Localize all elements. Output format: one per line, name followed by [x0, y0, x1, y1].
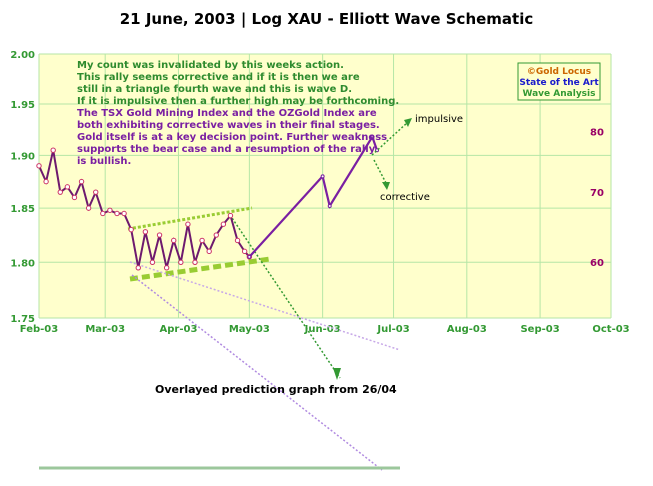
x-axis-ticks: Feb-03 Mar-03 Apr-03 May-03 Jun-03 Jul-03 Aug-… — [20, 324, 630, 335]
data-point — [241, 248, 248, 255]
x-tick-label: Jul-03 — [376, 324, 409, 335]
data-point — [85, 205, 92, 211]
data-point — [234, 237, 241, 244]
data-point — [36, 163, 42, 169]
logo-line-1: ©Gold Locus — [527, 67, 591, 77]
right-tick-label: 70 — [590, 188, 604, 199]
corrective-arrow-head — [382, 182, 390, 190]
data-point — [213, 232, 219, 238]
data-point — [43, 178, 49, 185]
data-point — [78, 178, 85, 185]
y-tick-label: 1.85 — [10, 204, 35, 215]
overlay-caption: Overlayed prediction graph from 26/04 — [155, 383, 397, 396]
y-tick-label: 1.75 — [10, 314, 35, 325]
overlay-prediction-path — [229, 214, 341, 379]
overlay-channel-lower — [131, 274, 383, 471]
x-tick-label: May-03 — [229, 324, 270, 335]
x-tick-label: Aug-03 — [447, 324, 487, 335]
x-tick-label: Mar-03 — [85, 324, 125, 335]
commentary: My count was invalidated by this weeks a… — [77, 60, 399, 167]
triangle-upper-line — [127, 206, 253, 231]
note-green-1: My count was invalidated by this weeks a… — [77, 60, 344, 71]
x-tick-label: Sep-03 — [520, 324, 559, 335]
data-point — [149, 259, 156, 266]
note-purple-3: Gold itself is at a key decision point. … — [77, 132, 387, 143]
x-tick-label: Apr-03 — [160, 324, 198, 335]
data-point — [156, 232, 163, 238]
y-axis-ticks: 2.00 1.95 1.90 1.85 1.80 1.75 — [10, 50, 35, 325]
data-point — [220, 221, 227, 227]
logo-line-3: Wave Analysis — [523, 89, 596, 99]
gold-locus-logo: ©Gold Locus State of the Art Wave Analys… — [517, 62, 601, 101]
data-point — [93, 189, 99, 195]
data-point — [107, 207, 113, 213]
note-green-2: This rally seems corrective and if it is… — [77, 72, 360, 83]
data-point — [142, 229, 149, 235]
data-point — [178, 259, 184, 266]
overlay-arrow-head — [333, 368, 341, 380]
y-tick-label: 2.00 — [10, 50, 35, 61]
data-point — [57, 189, 63, 195]
data-point — [199, 237, 205, 244]
data-point — [163, 265, 170, 271]
data-point — [320, 174, 325, 179]
y-tick-label: 1.80 — [10, 258, 35, 269]
note-green-4: If it is impulsive then a further high m… — [77, 96, 399, 107]
note-purple-4: supports the bear case and a resumption … — [77, 144, 376, 155]
data-point — [327, 203, 332, 208]
x-tick-label: Feb-03 — [20, 324, 58, 335]
right-tick-label: 80 — [590, 128, 604, 139]
data-point — [100, 210, 106, 217]
note-purple-2: both exhibiting corrective waves in thei… — [77, 120, 380, 131]
data-point — [50, 147, 56, 153]
logo-line-2: State of the Art — [519, 78, 599, 88]
note-purple-5: is bullish. — [77, 156, 131, 167]
right-axis-ticks: 80 70 60 — [590, 128, 604, 269]
corrective-label: corrective — [380, 192, 430, 203]
data-point — [206, 248, 212, 255]
data-point — [71, 194, 78, 201]
data-point — [227, 212, 234, 219]
note-purple-1: The TSX Gold Mining Index and the OZGold… — [77, 108, 377, 119]
data-point — [114, 210, 120, 217]
data-point — [185, 221, 191, 227]
data-point — [192, 259, 198, 266]
y-tick-label: 1.90 — [10, 151, 35, 162]
price-series — [36, 134, 379, 271]
impulsive-label: impulsive — [415, 114, 463, 125]
right-tick-label: 60 — [590, 258, 604, 269]
data-point — [247, 254, 252, 259]
logo-box — [517, 62, 601, 101]
chart-title: 21 June, 2003 | Log XAU - Elliott Wave S… — [119, 10, 534, 28]
note-green-3: still in a triangle fourth wave and this… — [77, 84, 352, 95]
corrective-arrow — [373, 159, 387, 184]
data-point — [121, 210, 127, 217]
data-point — [135, 265, 141, 271]
data-point — [128, 226, 134, 233]
data-point — [64, 184, 71, 190]
data-point — [171, 237, 177, 244]
impulsive-arrow — [371, 121, 409, 156]
x-tick-label: Oct-03 — [592, 324, 629, 335]
y-tick-label: 1.95 — [10, 100, 35, 111]
data-point — [370, 134, 375, 139]
impulsive-arrow-head — [404, 118, 412, 127]
overlay-channel-upper — [129, 261, 401, 351]
x-tick-label: Jun-03 — [304, 324, 341, 335]
